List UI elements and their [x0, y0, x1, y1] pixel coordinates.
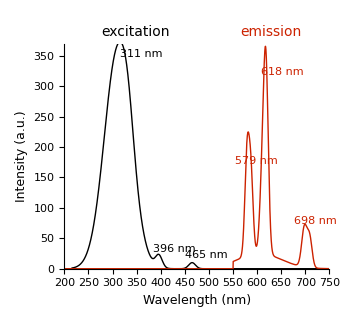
Text: 465 nm: 465 nm [185, 250, 228, 260]
Text: 618 nm: 618 nm [261, 67, 303, 77]
Text: 698 nm: 698 nm [294, 216, 337, 226]
Y-axis label: Intensity (a.u.): Intensity (a.u.) [15, 110, 28, 202]
X-axis label: Wavelength (nm): Wavelength (nm) [143, 294, 251, 307]
Text: 311 nm: 311 nm [120, 49, 163, 59]
Text: emission: emission [240, 25, 302, 39]
Text: excitation: excitation [102, 25, 170, 39]
Text: 396 nm: 396 nm [153, 244, 195, 254]
Text: 579 nm: 579 nm [235, 156, 278, 166]
